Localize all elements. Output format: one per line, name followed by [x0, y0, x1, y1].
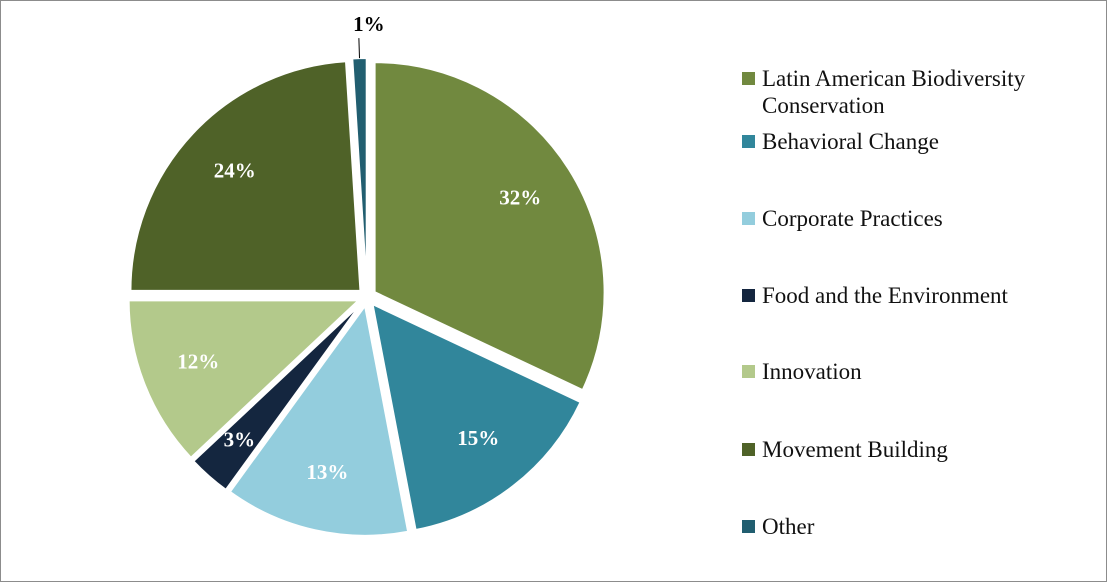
legend-swatch	[742, 520, 755, 533]
legend-swatch	[742, 212, 755, 225]
legend-swatch	[742, 135, 755, 148]
legend-item: Behavioral Change	[742, 128, 1087, 155]
legend-label: Latin American Biodiversity Conservation	[762, 66, 1026, 118]
legend-label: Movement Building	[762, 437, 948, 462]
legend-item: Innovation	[742, 358, 1087, 385]
data-label: 15%	[457, 426, 499, 450]
pie-slice	[127, 299, 362, 460]
legend-item: Other	[742, 513, 1087, 540]
pie-slice	[371, 302, 582, 532]
legend-swatch	[742, 365, 755, 378]
data-label: 1%	[353, 12, 385, 36]
data-label: 13%	[306, 460, 348, 484]
legend-swatch	[742, 72, 755, 85]
data-label: 32%	[499, 186, 541, 210]
legend-label: Innovation	[762, 359, 862, 384]
legend-label: Food and the Environment	[762, 283, 1008, 308]
data-label: 12%	[177, 350, 219, 374]
pie-slice	[129, 60, 362, 292]
legend-swatch	[742, 443, 755, 456]
legend-label: Other	[762, 514, 815, 539]
pie-slice	[191, 303, 362, 492]
legend-item: Food and the Environment	[742, 282, 1087, 309]
legend-item: Latin American Biodiversity Conservation	[742, 65, 1087, 119]
leader-line	[358, 38, 360, 59]
legend-label: Behavioral Change	[762, 129, 939, 154]
legend-item: Movement Building	[742, 436, 1087, 463]
pie-slice	[228, 303, 410, 537]
legend-swatch	[742, 289, 755, 302]
legend-label: Corporate Practices	[762, 206, 943, 231]
pie-slice	[373, 61, 606, 392]
legend-item: Corporate Practices	[742, 205, 1087, 232]
data-label: 3%	[224, 428, 256, 452]
data-label: 24%	[214, 159, 256, 183]
